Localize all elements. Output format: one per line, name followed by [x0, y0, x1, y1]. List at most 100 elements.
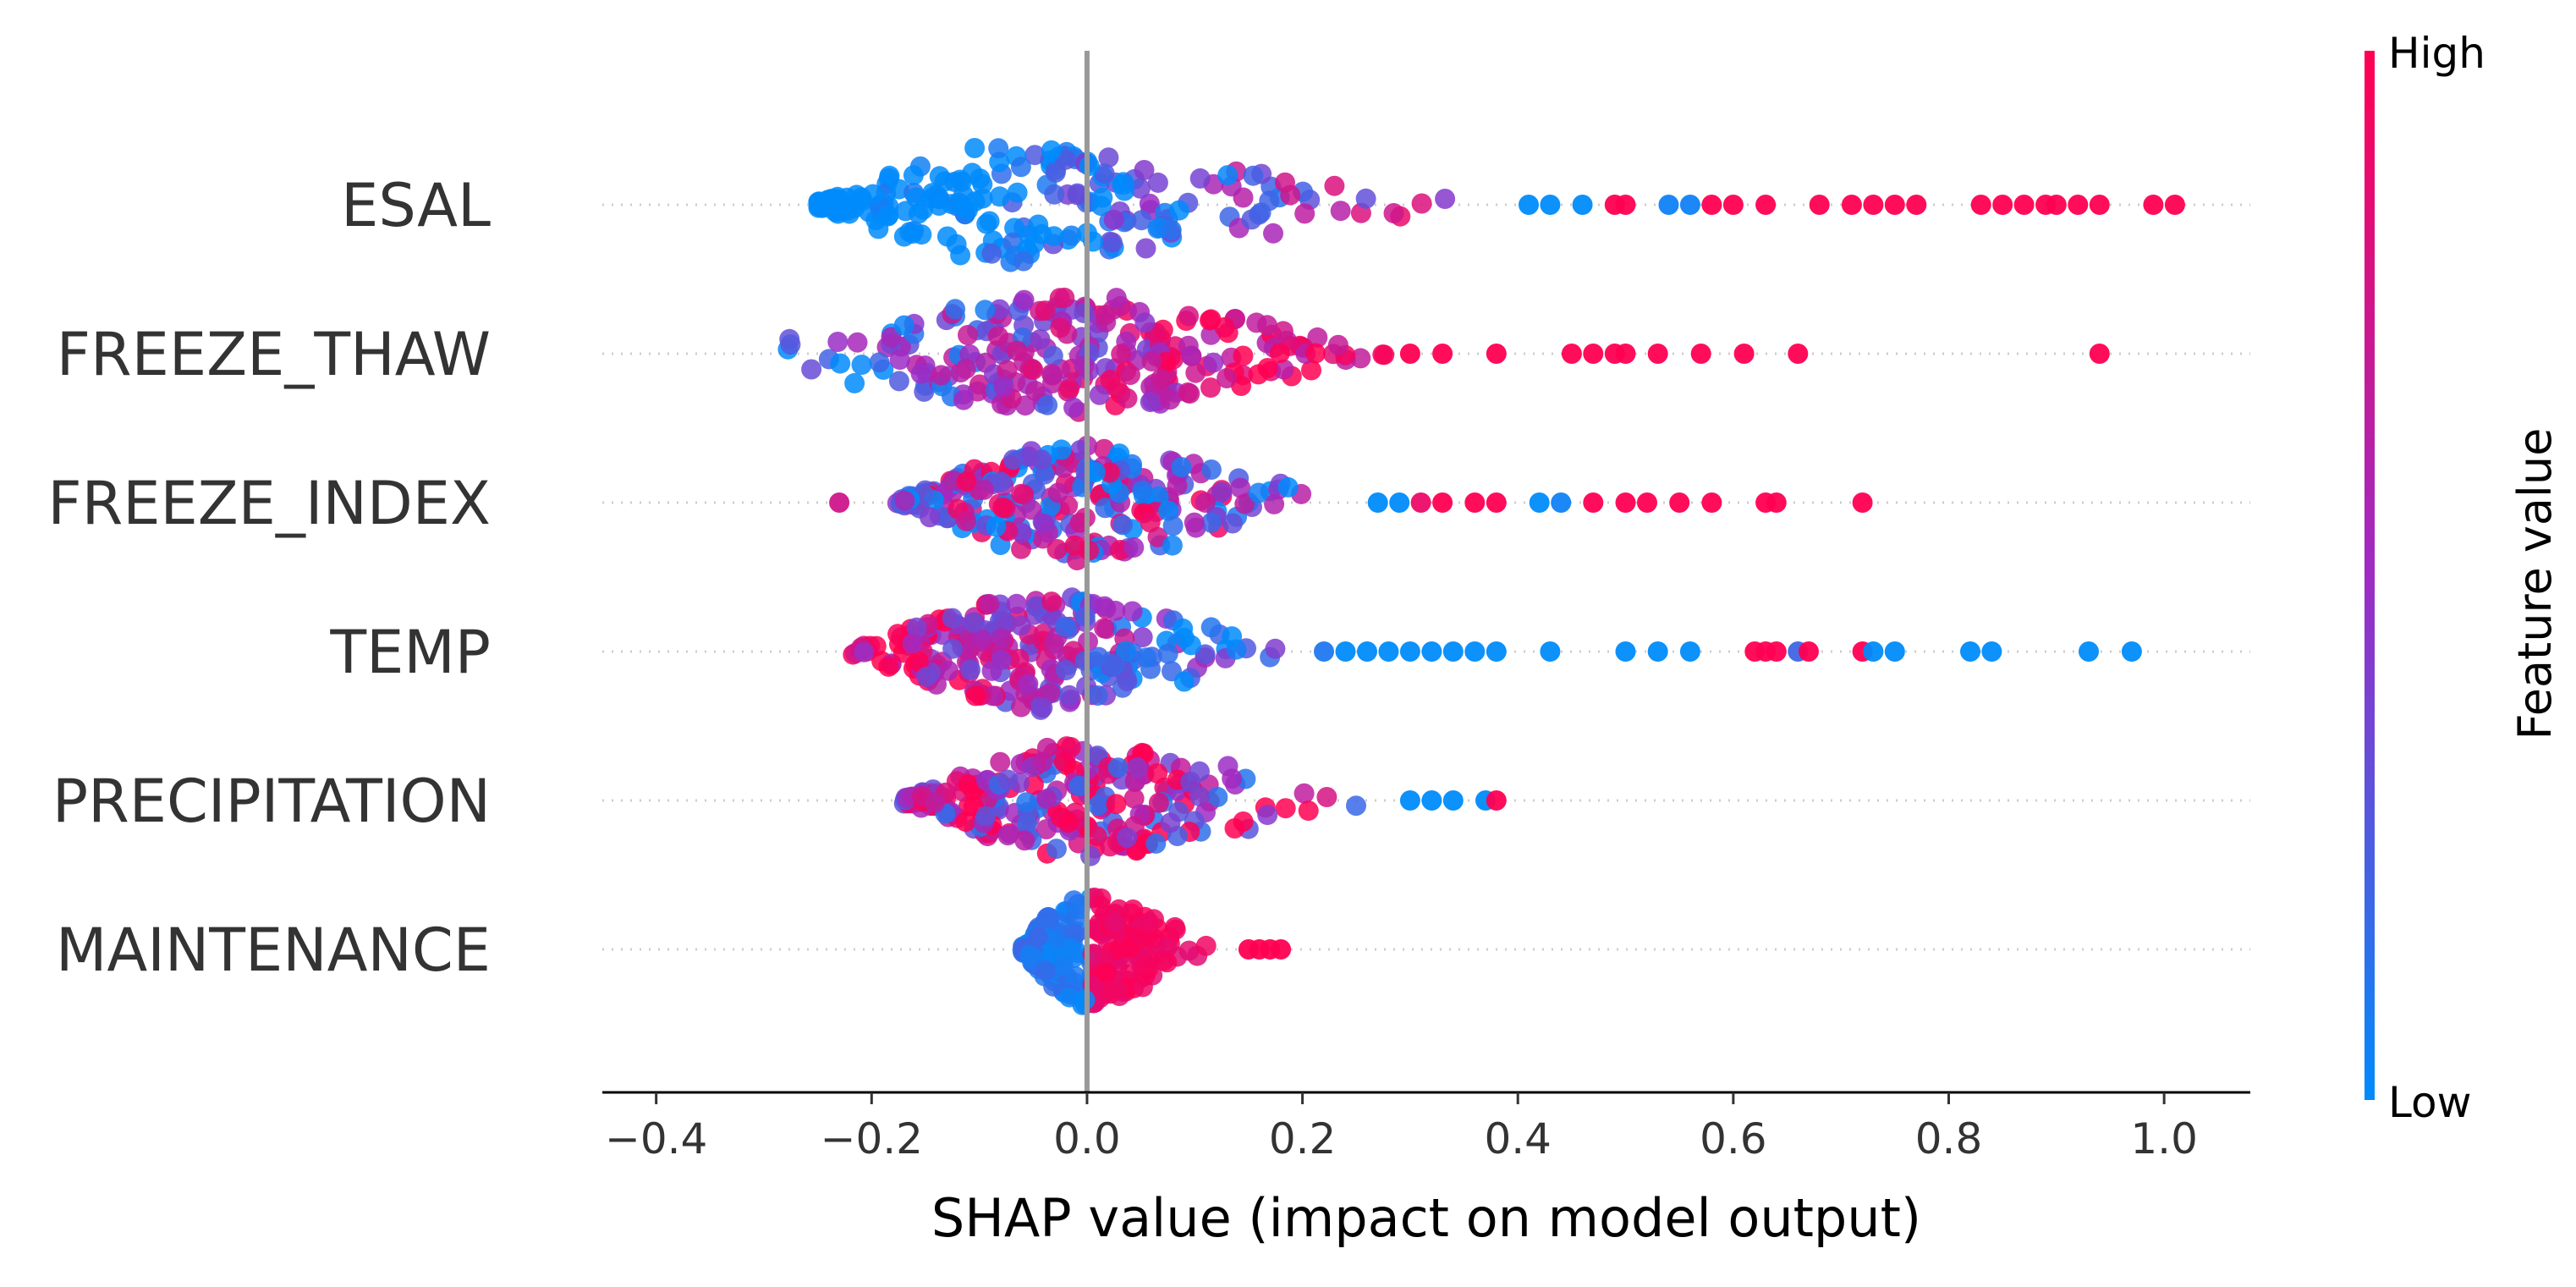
point-esal: [1103, 209, 1124, 230]
point-temp: [906, 617, 927, 638]
point-temp: [1357, 641, 1377, 662]
point-esal: [1330, 201, 1351, 222]
point-precipitation: [1421, 790, 1442, 811]
point-freeze-thaw: [1257, 358, 1278, 378]
point-esal: [2046, 195, 2067, 215]
point-freeze-index: [1669, 492, 1690, 513]
point-temp: [902, 633, 923, 654]
point-freeze-thaw: [1089, 384, 1110, 405]
point-temp: [971, 629, 992, 650]
x-tick-label: −0.4: [605, 1114, 707, 1163]
point-temp: [1799, 641, 1819, 662]
point-freeze-index: [1248, 482, 1269, 503]
point-esal: [1884, 195, 1905, 215]
point-esal: [1755, 195, 1777, 215]
point-freeze-thaw: [958, 325, 978, 345]
point-precipitation: [1189, 786, 1211, 807]
point-esal: [1041, 140, 1062, 161]
point-temp: [1025, 596, 1046, 617]
point-freeze-thaw: [1074, 355, 1095, 377]
point-freeze-thaw: [1106, 288, 1127, 309]
point-freeze-thaw: [847, 332, 868, 353]
point-precipitation: [1036, 737, 1057, 758]
point-esal: [1435, 189, 1456, 209]
point-esal: [1094, 163, 1115, 184]
point-temp: [1222, 626, 1243, 647]
point-temp: [1615, 641, 1636, 662]
point-freeze-thaw: [1063, 397, 1085, 418]
point-freeze-thaw: [1111, 344, 1132, 365]
point-freeze-thaw: [1023, 360, 1044, 380]
point-esal: [1679, 195, 1700, 215]
point-maintenance: [1035, 960, 1056, 981]
point-esal: [1067, 184, 1088, 206]
point-esal: [1013, 250, 1034, 272]
x-axis: −0.4 −0.2 0.0 0.2 0.4 0.6 0.8 1.0 SHAP value (im…: [602, 51, 2250, 1249]
x-tick-label: 0.4: [1484, 1114, 1552, 1163]
point-precipitation: [925, 792, 946, 813]
point-freeze-thaw: [1372, 344, 1393, 366]
point-freeze-thaw: [987, 326, 1008, 347]
point-freeze-index: [1200, 512, 1222, 533]
point-temp: [1442, 641, 1464, 662]
point-freeze-index: [992, 498, 1013, 518]
point-temp: [991, 628, 1012, 649]
point-freeze-thaw: [1269, 343, 1290, 364]
point-temp: [979, 593, 1000, 614]
point-freeze-thaw: [851, 355, 872, 376]
point-temp: [1043, 633, 1064, 654]
colorbar-title: Feature value: [2508, 428, 2562, 740]
point-freeze-index: [1230, 477, 1251, 498]
point-temp: [1094, 618, 1115, 639]
point-freeze-index: [1195, 492, 1216, 513]
point-maintenance: [1139, 912, 1160, 932]
point-freeze-thaw: [1134, 312, 1156, 333]
point-precipitation: [1068, 775, 1090, 796]
point-freeze-index: [1222, 513, 1243, 534]
point-temp: [854, 641, 875, 663]
scatter-points: [777, 138, 2185, 1015]
point-temp: [1314, 641, 1334, 662]
point-freeze-thaw: [1160, 389, 1181, 410]
point-temp: [1087, 685, 1108, 706]
point-temp: [1122, 601, 1143, 622]
point-esal: [1007, 182, 1028, 203]
point-temp: [942, 638, 964, 659]
point-precipitation: [1117, 828, 1138, 848]
point-precipitation: [1180, 772, 1201, 792]
point-maintenance: [1135, 954, 1156, 976]
point-esal: [1355, 188, 1376, 209]
point-freeze-thaw: [1200, 377, 1221, 399]
point-freeze-thaw: [1561, 344, 1582, 364]
point-temp: [963, 612, 984, 633]
point-freeze-thaw: [1399, 344, 1420, 364]
point-freeze-thaw: [1024, 381, 1046, 401]
point-freeze-thaw: [1074, 303, 1095, 323]
point-freeze-thaw: [1178, 382, 1199, 403]
point-maintenance: [1120, 937, 1141, 958]
point-temp: [1132, 627, 1153, 648]
point-temp: [1378, 641, 1399, 662]
point-freeze-index: [1046, 539, 1068, 559]
point-freeze-thaw: [1054, 287, 1075, 308]
point-freeze-index: [1140, 512, 1161, 533]
point-temp: [1981, 641, 2002, 662]
point-precipitation: [1080, 845, 1101, 866]
point-maintenance: [1068, 943, 1089, 964]
point-precipitation: [1127, 756, 1148, 778]
point-freeze-index: [1148, 486, 1169, 507]
point-temp: [938, 660, 959, 681]
point-freeze-thaw: [844, 372, 865, 393]
point-precipitation: [1275, 798, 1296, 819]
point-freeze-thaw: [1233, 345, 1254, 366]
point-temp: [942, 608, 963, 629]
point-esal: [877, 206, 898, 227]
point-temp: [2121, 641, 2142, 662]
point-esal: [929, 188, 950, 209]
point-esal: [1263, 223, 1283, 244]
point-precipitation: [1233, 811, 1254, 832]
point-freeze-thaw: [827, 332, 849, 352]
point-freeze-index: [1464, 492, 1486, 513]
point-esal: [1970, 195, 1991, 215]
point-esal: [1217, 165, 1239, 186]
